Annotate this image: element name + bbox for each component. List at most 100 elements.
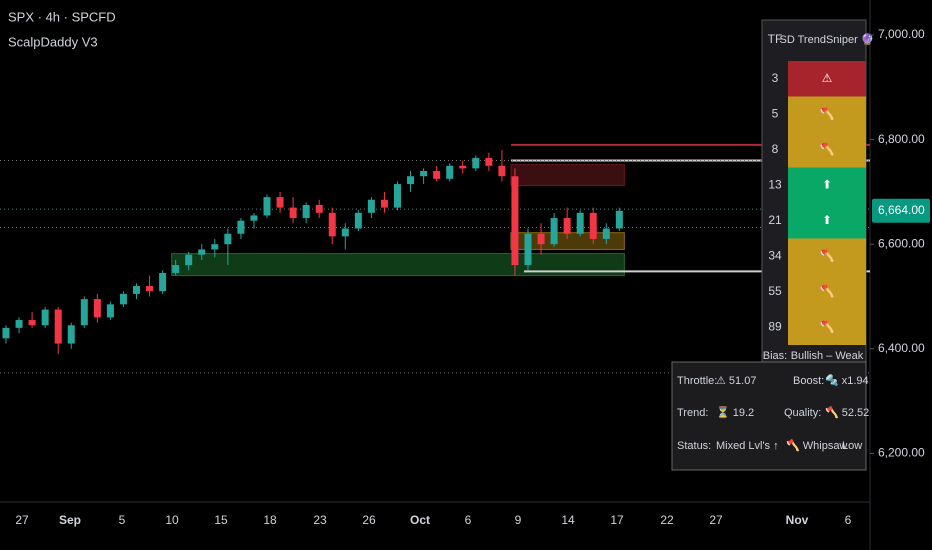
candle-body (589, 212, 597, 239)
x-tick-label: 10 (165, 513, 179, 527)
timeframe: 3 (772, 71, 779, 85)
x-tick-label: Oct (410, 513, 430, 527)
y-tick-label: 6,200.00 (878, 446, 925, 460)
candle-body (407, 176, 415, 185)
x-tick-label: 27 (15, 513, 29, 527)
stat-value: Mixed Lvl's ↑ (716, 440, 779, 452)
x-tick-label: 9 (515, 513, 522, 527)
bias-value: Bullish – Weak (791, 350, 864, 362)
bias-label: Bias: (763, 350, 787, 362)
candle-body (224, 233, 232, 245)
x-tick-label: 14 (561, 513, 575, 527)
candle-body (119, 293, 127, 305)
signal: ⚠ (822, 71, 833, 85)
zone (510, 164, 625, 187)
x-tick-label: 17 (610, 513, 624, 527)
stat-value: 🔩 x1.94 (825, 374, 869, 387)
signal-cell (788, 274, 866, 310)
signal: 🪓 (820, 249, 835, 263)
candle-body (146, 286, 154, 292)
candle-body (341, 228, 349, 237)
candle-body (472, 157, 480, 169)
x-tick-label: 26 (362, 513, 376, 527)
stat-value: 🪓 52.52 (825, 406, 869, 419)
candle-body (15, 320, 23, 328)
candle-body (80, 299, 88, 326)
candle-body (302, 204, 310, 219)
signal-cell (788, 238, 866, 274)
stat-value: 🪓 Whipsaw (786, 439, 847, 452)
timeframe: 8 (772, 142, 779, 156)
table-header: TF (768, 32, 783, 46)
last-price-tag (872, 198, 930, 223)
candle-body (511, 176, 519, 266)
y-tick-label: 6,600.00 (878, 236, 925, 250)
signal-cell (788, 61, 866, 97)
signal: 🪓 (820, 284, 835, 298)
stats-panel (671, 361, 867, 471)
candle-body (498, 165, 506, 177)
x-tick-label: 6 (465, 513, 472, 527)
timeframe: 21 (768, 213, 782, 227)
indicator-title[interactable]: ScalpDaddy V3 (8, 34, 98, 49)
candle-body (394, 184, 401, 208)
stat-label: Status: (677, 440, 711, 452)
table-header: SD TrendSniper 🔮 (779, 33, 874, 46)
candle-body (276, 197, 284, 208)
candle-body (211, 244, 219, 250)
candle-body (485, 157, 493, 166)
timeframe: 5 (772, 107, 779, 121)
x-tick-label: 27 (709, 513, 723, 527)
x-tick-label: 22 (660, 513, 674, 527)
x-tick-label: 15 (214, 513, 228, 527)
x-tick-label: Nov (786, 513, 809, 527)
timeframe: 34 (768, 249, 782, 263)
candle-body (563, 218, 571, 234)
timeframe: 55 (768, 284, 782, 298)
candle-body (159, 272, 167, 292)
candle-body (354, 212, 362, 229)
candle-body (328, 212, 336, 237)
stat-value: ⏳ 19.2 (716, 406, 754, 419)
timeframe: 89 (768, 320, 782, 334)
stat-label: Throttle: (677, 375, 717, 387)
candle-body (524, 233, 532, 266)
stat-label: Boost: (793, 375, 824, 387)
candle-body (106, 304, 114, 318)
signal: 🪓 (820, 142, 835, 156)
x-tick-label: 23 (313, 513, 327, 527)
candle-body (54, 309, 62, 344)
timeframe: 13 (768, 178, 782, 192)
candle-body (459, 165, 467, 169)
signal: ⬆ (822, 178, 832, 192)
signal-cell (788, 203, 866, 239)
candle-body (550, 218, 558, 245)
signal: 🪓 (820, 320, 835, 334)
y-tick-label: 6,400.00 (878, 341, 925, 355)
candle-body (185, 254, 193, 266)
candle-body (602, 228, 610, 239)
candle-body (41, 309, 49, 326)
candle-body (28, 320, 36, 326)
signal: 🪓 (820, 107, 835, 121)
candle-body (537, 233, 545, 245)
x-tick-label: 5 (119, 513, 126, 527)
stat-label: Trend: (677, 407, 708, 419)
x-tick-label: 6 (845, 513, 852, 527)
candle-body (420, 170, 428, 177)
symbol-title[interactable]: SPX · 4h · SPCFD (8, 9, 116, 24)
candle-body (433, 170, 441, 179)
candle-body (446, 165, 454, 179)
signal-cell (788, 309, 866, 345)
last-price-label: 6,664.00 (878, 203, 925, 217)
signal-cell (788, 167, 866, 203)
x-tick-label: Sep (59, 513, 81, 527)
x-tick-label: 18 (263, 513, 277, 527)
candle-body (380, 199, 388, 208)
candle-body (67, 325, 75, 344)
candle-body (250, 215, 258, 221)
signal: ⬆ (822, 213, 832, 227)
y-tick-label: 7,000.00 (878, 27, 925, 41)
